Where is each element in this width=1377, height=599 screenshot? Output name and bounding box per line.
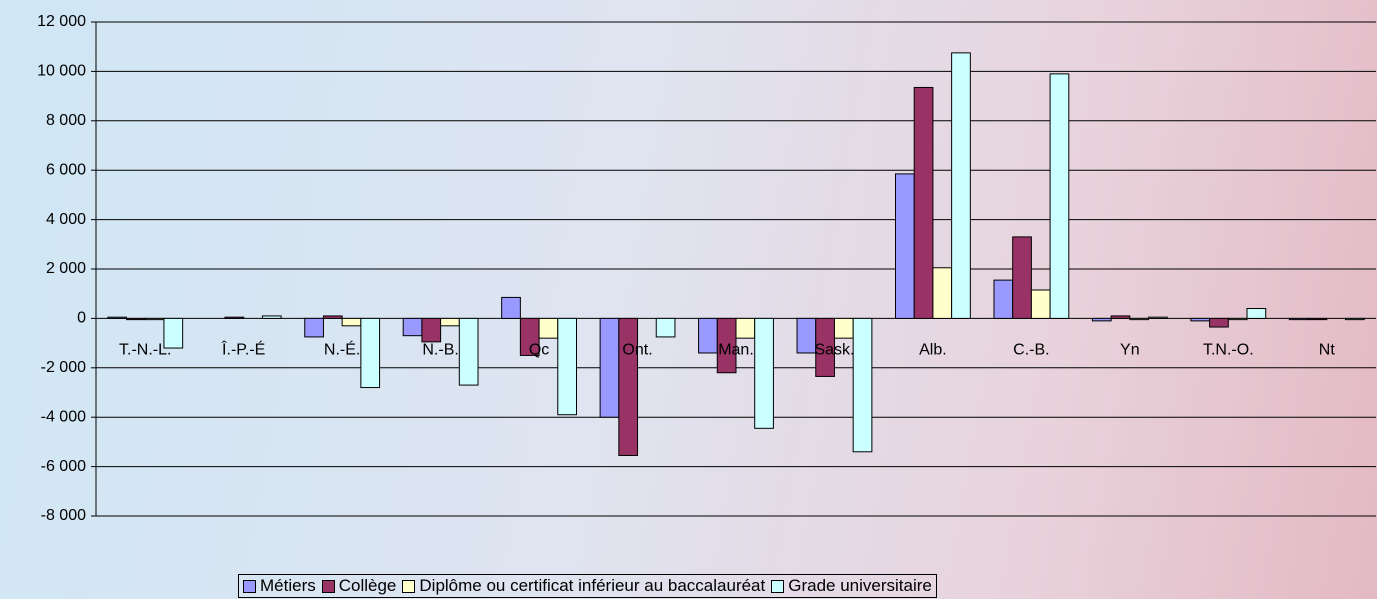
bar: [322, 315, 343, 319]
bar: [852, 317, 873, 453]
y-tick-label: 2 000: [46, 260, 86, 277]
x-tick-label: N.-B.: [422, 342, 458, 359]
y-tick-label: -6 000: [41, 458, 86, 475]
legend-item: Collège: [321, 576, 397, 596]
bar: [618, 317, 639, 456]
y-tick-label: 10 000: [37, 63, 86, 80]
bar: [1288, 317, 1309, 321]
bar: [224, 316, 245, 319]
y-tick-label: 12 000: [37, 13, 86, 30]
bar: [1209, 317, 1229, 328]
bar: [951, 52, 971, 319]
legend-swatch: [243, 579, 256, 593]
bar: [402, 317, 423, 337]
y-tick-label: 4 000: [46, 211, 86, 228]
legend-label: Collège: [338, 576, 397, 595]
bar: [261, 315, 282, 319]
legend-item: Grade universitaire: [771, 576, 932, 596]
bar: [1030, 289, 1051, 319]
bar: [1049, 73, 1070, 319]
bar: [304, 317, 324, 338]
bar: [913, 86, 934, 319]
legend-swatch: [402, 579, 416, 593]
bar: [107, 316, 128, 319]
y-tick-label: -8 000: [41, 507, 86, 524]
bar: [458, 317, 479, 386]
x-tick-label: Î.-P.-É: [221, 340, 265, 359]
legend-item: Métiers: [243, 576, 316, 596]
bar: [735, 317, 756, 339]
legend-label: Grade universitaire: [788, 576, 932, 595]
legend-label: Diplôme ou certificat inférieur au bacca…: [419, 576, 766, 595]
x-tick-label: Alb.: [919, 342, 947, 359]
bar: [421, 317, 442, 343]
bar: [932, 267, 953, 319]
y-tick-label: 8 000: [46, 112, 86, 129]
bar: [599, 317, 620, 418]
bar: [440, 317, 460, 327]
y-tick-label: -4 000: [41, 408, 86, 425]
bar: [698, 317, 718, 354]
x-tick-label: T.N.-O.: [1203, 342, 1254, 359]
y-tick-label: 6 000: [46, 161, 86, 178]
x-tick-label: Man.: [718, 342, 754, 359]
x-tick-label: Ont.: [622, 342, 652, 359]
legend-item: Diplôme ou certificat inférieur au bacca…: [402, 576, 765, 596]
legend: Métiers Collège Diplôme ou certificat infé…: [238, 574, 937, 598]
legend-swatch: [321, 579, 335, 593]
bar: [1110, 315, 1131, 319]
bar: [1148, 316, 1168, 319]
x-tick-label: Sask.: [814, 342, 854, 359]
bar: [1307, 317, 1328, 321]
bar: [1012, 236, 1032, 319]
bar: [1129, 317, 1150, 321]
bar: [1344, 317, 1365, 321]
y-tick-label: -2 000: [41, 359, 86, 376]
legend-swatch: [771, 579, 785, 593]
bar: [796, 317, 817, 354]
bar: [754, 317, 774, 429]
bar: [126, 317, 146, 321]
x-tick-label: N.-É.: [324, 340, 360, 359]
bar: [993, 279, 1014, 319]
bar: [1227, 317, 1248, 321]
x-tick-label: Qc: [529, 342, 549, 359]
x-tick-label: T.-N.-L.: [119, 342, 171, 359]
bar: [144, 317, 165, 321]
bar: [1091, 317, 1112, 322]
x-tick-label: Nt: [1319, 342, 1336, 359]
bar: [163, 317, 184, 349]
chart: -8 000 -6 000 -4 000 -2 000 0 2 000 4 000 6 000…: [37, 13, 1376, 524]
bar: [833, 317, 854, 339]
bar: [655, 317, 676, 338]
y-tick-label: 0: [77, 310, 86, 327]
bar: [341, 317, 362, 327]
bar: [1246, 308, 1267, 319]
bar: [557, 317, 577, 416]
bar: [895, 173, 915, 319]
bar: [360, 317, 381, 389]
bar: [716, 317, 737, 374]
bar: [1190, 317, 1211, 322]
bar: [501, 296, 521, 319]
x-tick-label: C.-B.: [1013, 342, 1049, 359]
bar: [815, 317, 835, 377]
x-tick-label: Yn: [1120, 342, 1140, 359]
bar: [538, 317, 559, 339]
legend-label: Métiers: [260, 576, 316, 595]
